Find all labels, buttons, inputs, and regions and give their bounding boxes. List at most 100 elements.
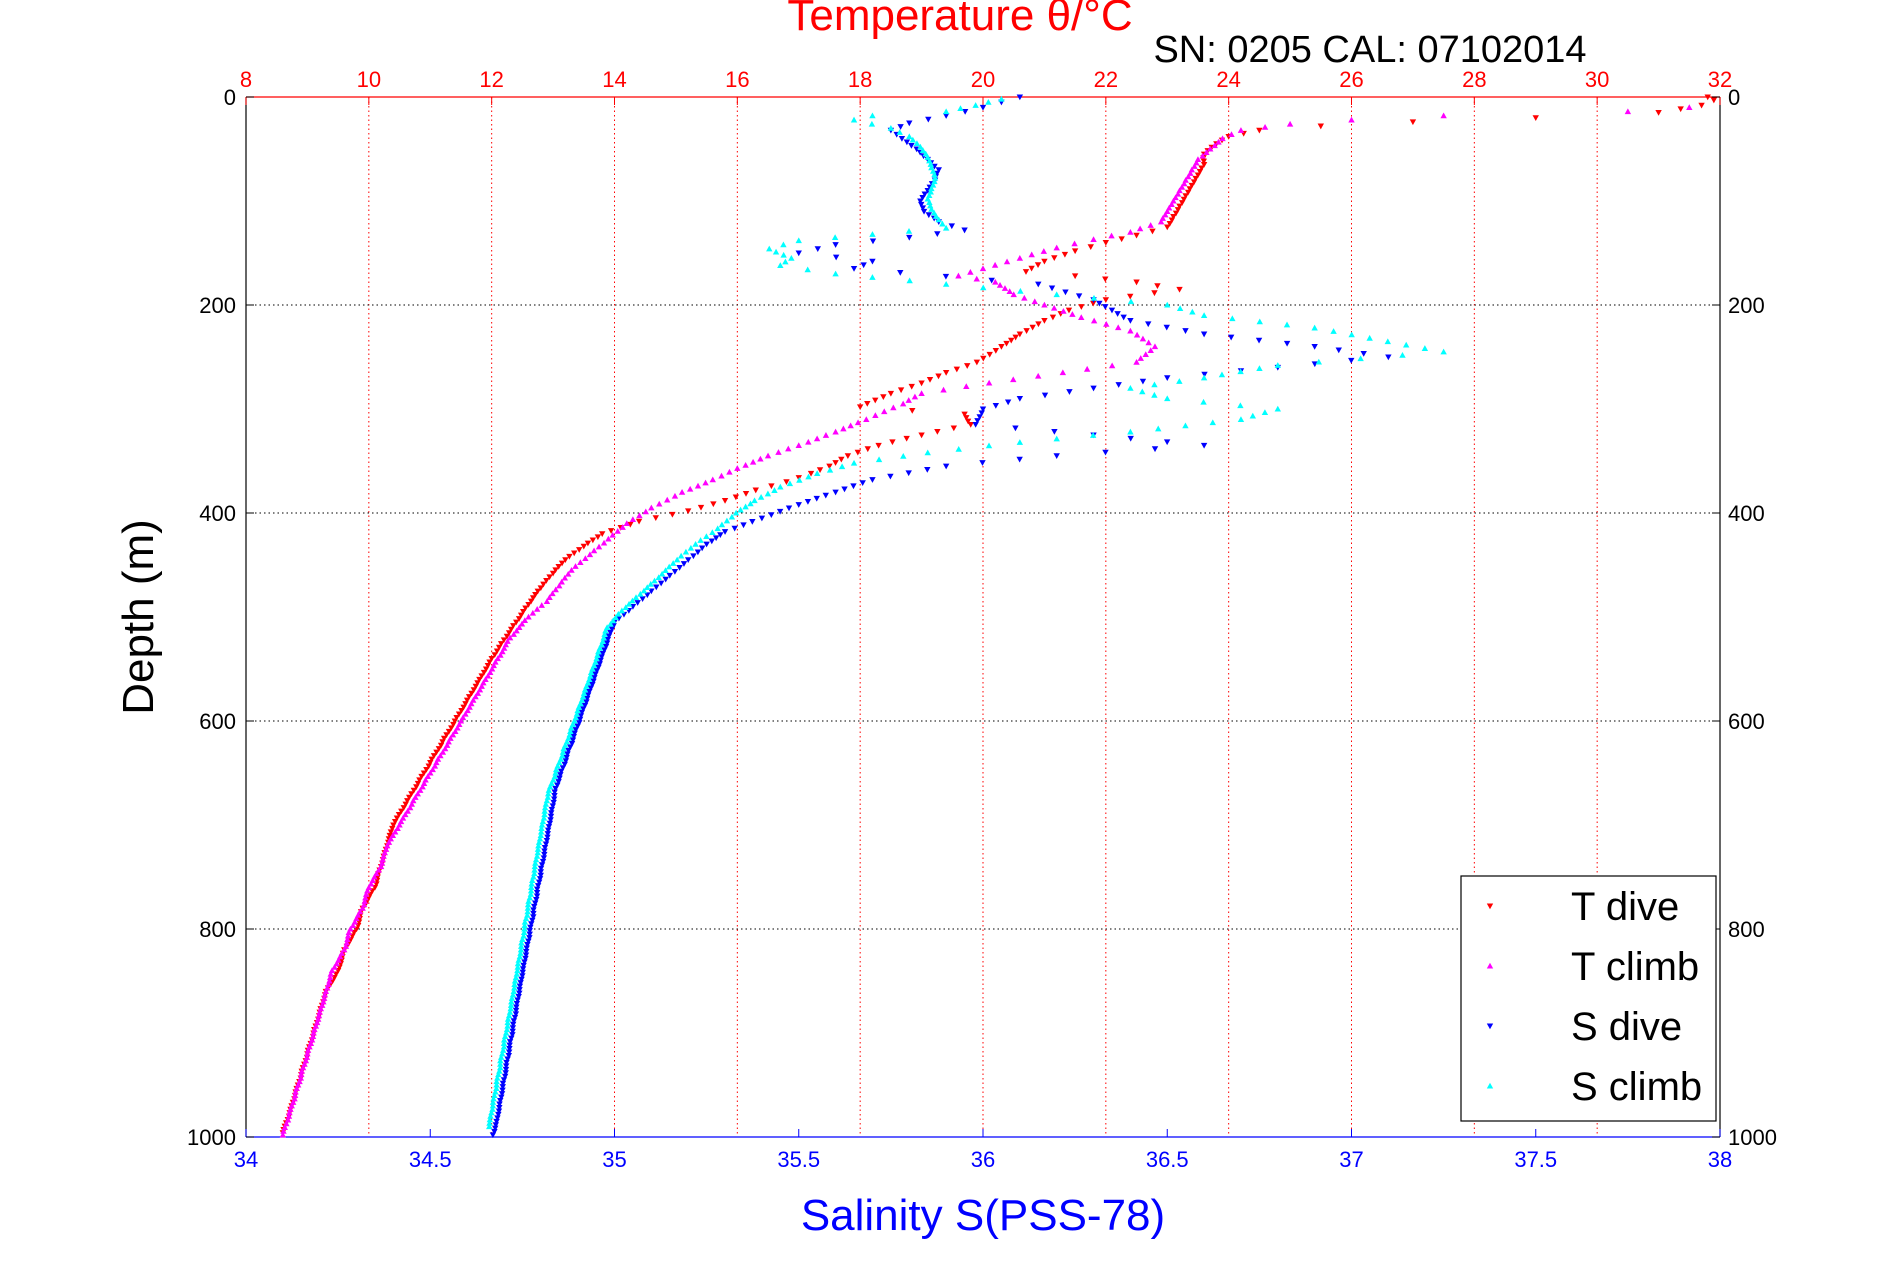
left-tick-label: 0 [224,85,236,110]
data-point [1078,314,1085,321]
data-point [510,1018,518,1025]
data-point [772,248,780,255]
data-point [1348,331,1355,338]
data-point [1366,334,1373,341]
data-point [533,896,540,903]
data-point [869,258,876,265]
data-point [531,903,538,910]
data-point [523,948,530,955]
data-point [420,770,428,777]
data-point [1261,409,1269,416]
data-point [1016,255,1024,261]
data-point [1440,348,1447,355]
data-point [985,379,993,386]
data-point [501,1033,509,1040]
data-point [448,725,455,732]
data-point [321,991,329,998]
data-point [785,505,793,512]
data-point [463,697,471,704]
data-point [545,787,553,793]
data-point [502,1066,510,1073]
data-point [917,198,924,205]
data-point [931,174,939,181]
data-point [316,1009,323,1015]
data-point [414,780,422,787]
data-point [543,838,551,844]
data-point [542,801,550,807]
data-point [918,432,925,439]
data-point [491,1092,498,1098]
data-point [375,866,382,873]
data-point [1066,389,1073,395]
data-point [921,191,928,198]
data-point [1071,273,1079,280]
data-point [510,988,517,994]
data-point [520,609,527,615]
data-point [832,489,839,496]
data-point [497,1098,504,1104]
legend: T dive T climb S dive S climb [1460,875,1717,1122]
data-point [785,445,792,452]
top-tick-label: 30 [1585,67,1609,92]
data-point [1176,203,1183,210]
data-point [497,651,504,658]
data-point [519,936,526,942]
data-point [623,520,630,526]
data-point [576,720,583,726]
data-point [555,564,562,570]
data-point [768,512,775,519]
data-point [510,631,517,637]
legend-label: T climb [1571,945,1699,989]
data-point [514,963,521,970]
data-point [940,386,947,393]
data-point [973,359,981,366]
data-point [551,796,558,803]
data-point [292,1088,299,1095]
data-point [709,529,716,536]
data-point [1108,362,1116,369]
data-point [390,822,397,829]
data-point [917,143,924,150]
data-point [899,400,907,407]
data-point [1283,321,1291,328]
x-axis-title: Salinity S(PSS-78) [801,1191,1165,1240]
data-point [581,686,589,693]
data-point [925,116,932,123]
data-point [717,532,724,539]
data-point [516,983,524,990]
data-point [482,666,490,673]
data-point [841,486,848,493]
data-point [518,620,526,627]
data-point [488,1109,495,1116]
data-point [1090,294,1098,301]
data-point [546,594,553,601]
data-point [1102,297,1110,303]
data-point [287,1106,294,1112]
data-point [507,1002,515,1008]
left-tick-label: 1000 [187,1125,236,1150]
data-point [766,245,773,252]
top-tick-label: 22 [1094,67,1118,92]
data-point [694,549,702,556]
data-point [499,1087,506,1094]
data-point [694,482,702,489]
data-point [493,648,501,655]
data-point [607,620,614,627]
data-point [1218,371,1226,378]
data-point [919,147,927,153]
data-point [1710,97,1718,104]
data-point [869,274,876,280]
data-point [757,493,765,500]
data-point [1360,350,1367,357]
data-point [506,1042,513,1049]
data-point [1184,189,1192,196]
data-point [393,815,401,822]
data-point [497,1054,505,1060]
data-point [669,511,676,518]
data-point [1133,232,1140,239]
data-point [540,855,548,862]
data-point [413,784,420,791]
data-point [619,524,626,530]
data-point [405,794,413,801]
